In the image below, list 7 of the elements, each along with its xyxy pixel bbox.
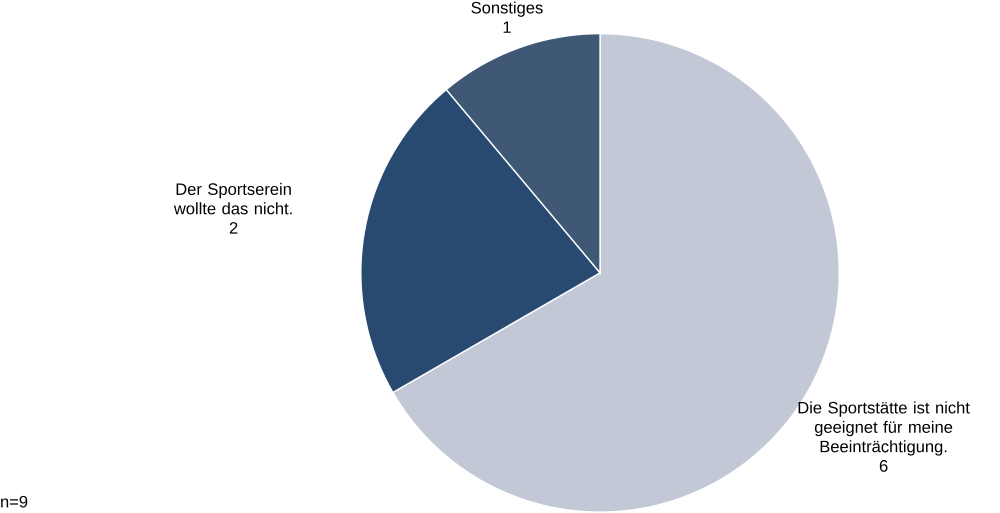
data-label: 1 [504,22,511,33]
data-label: 6 [880,460,888,472]
data-label: 2 [230,222,238,234]
slice-label: Die Sportstätte ist nicht geeignet für meine Beeinträchtigung. [798,401,970,456]
text: n=9 [1,496,28,508]
slice-label: Der Sportserein wollte das nicht. [174,182,292,214]
slice-label: Sonstiges [471,2,543,17]
